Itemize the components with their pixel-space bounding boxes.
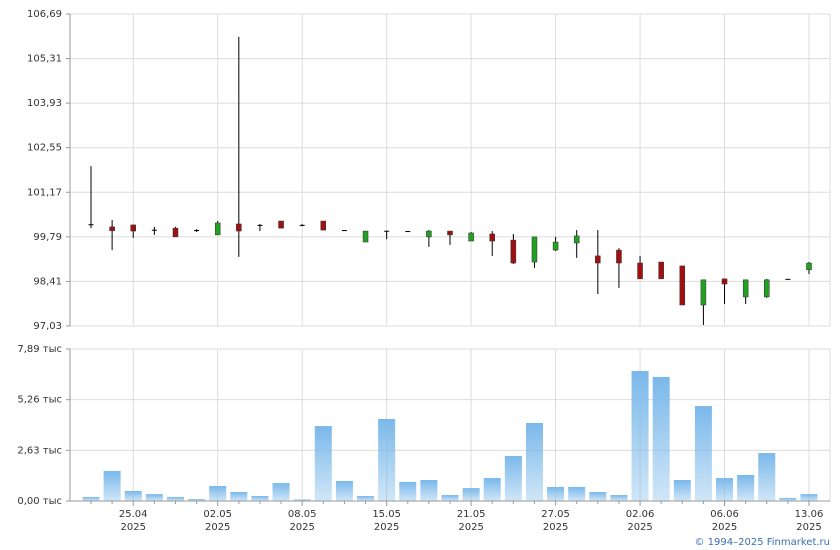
volume-bar (209, 485, 227, 501)
candle-body (700, 279, 707, 306)
volume-bar (314, 426, 332, 501)
y-tick-label: 105,31 (27, 54, 62, 65)
y-tick-label: 0,00 тыс (17, 496, 62, 507)
y-tick-label: 103,93 (27, 98, 62, 109)
y-tick-label: 106,69 (27, 9, 62, 20)
volume-bar (737, 474, 755, 501)
candle-body (637, 262, 643, 280)
y-tick-label: 101,17 (27, 187, 62, 198)
x-tick-label: 08.05 2025 (288, 509, 317, 533)
candle-body (194, 230, 200, 232)
y-tick-label: 5,26 тыс (17, 395, 62, 406)
volume-bar (568, 486, 586, 501)
candle-body (109, 226, 115, 231)
volume-bar (441, 495, 459, 501)
volume-bar (610, 495, 628, 501)
candle-body (552, 241, 559, 251)
candle-body (573, 235, 580, 244)
x-tick-label: 25.04 2025 (119, 509, 148, 533)
x-tick-label: 02.06 2025 (626, 509, 655, 533)
x-tick-label: 21.05 2025 (457, 509, 486, 533)
candle-body (658, 261, 664, 280)
candle-body (679, 265, 686, 306)
x-tick-label: 06.06 2025 (710, 509, 739, 533)
volume-bar (694, 406, 712, 501)
volume-bar (716, 478, 734, 501)
candle-body (764, 279, 770, 298)
volume-bar (420, 480, 438, 501)
volume-bar (504, 455, 522, 501)
footer: © 1994–2025 Finmarket.ru (694, 537, 830, 548)
volume-bar (357, 495, 375, 501)
volume-bar (631, 370, 649, 501)
y-tick-label: 97,03 (33, 321, 62, 332)
x-tick-label: 13.06 2025 (795, 509, 824, 533)
candle-body (595, 255, 601, 264)
candle-body (785, 278, 791, 280)
x-tick-label: 15.05 2025 (372, 509, 401, 533)
candle-body (299, 224, 305, 226)
y-tick-label: 7,89 тыс (17, 344, 62, 355)
candle-body (88, 224, 94, 226)
candle-body (806, 262, 812, 271)
candle-body (384, 230, 390, 232)
volume-bar (547, 486, 565, 501)
volume-bar (483, 478, 501, 501)
volume-bar (378, 418, 396, 501)
volume-bar (251, 495, 269, 501)
volume-bar (758, 453, 776, 501)
y-tick-label: 99,79 (33, 232, 62, 243)
x-tick-label: 27.05 2025 (541, 509, 570, 533)
candle-body (531, 236, 538, 263)
candle-body (742, 279, 749, 298)
candle-body (426, 230, 432, 238)
volume-bar (525, 422, 543, 501)
volume-bar (82, 496, 100, 501)
volume-bar (462, 488, 480, 501)
volume-bar (399, 481, 417, 501)
candle-body (510, 239, 517, 264)
y-tick-label: 102,55 (27, 143, 62, 154)
volume-bar (124, 490, 142, 501)
volume-bar (272, 483, 290, 501)
volume-bar (230, 491, 248, 501)
candle-body (172, 227, 179, 238)
volume-bar (800, 494, 818, 501)
volume-bar (589, 491, 607, 501)
volume-bar (103, 470, 121, 501)
candle-body (468, 232, 474, 242)
candle-body (257, 224, 263, 226)
candle-body (151, 229, 157, 231)
candle-body (278, 220, 284, 229)
candle-body (489, 233, 495, 242)
volume-bar (652, 376, 670, 501)
candle-body (341, 230, 347, 232)
volume-bar (166, 496, 184, 501)
volume-bar (145, 494, 163, 501)
volume-bar (779, 497, 797, 501)
candle-body (616, 249, 622, 264)
candle-body (447, 230, 453, 236)
candle-body (362, 230, 369, 243)
y-tick-label: 98,41 (33, 276, 62, 287)
volume-bar (673, 480, 691, 501)
volume-bar (293, 499, 311, 501)
candle-body (405, 231, 411, 233)
candle-body (721, 278, 728, 285)
candle-body (214, 222, 221, 236)
y-tick-label: 2,63 тыс (17, 445, 62, 456)
volume-bar (188, 499, 206, 501)
x-tick-label: 02.05 2025 (203, 509, 232, 533)
candle-body (320, 220, 327, 231)
candle-body (130, 224, 136, 232)
candle-body (236, 223, 242, 232)
volume-bar (335, 480, 353, 501)
